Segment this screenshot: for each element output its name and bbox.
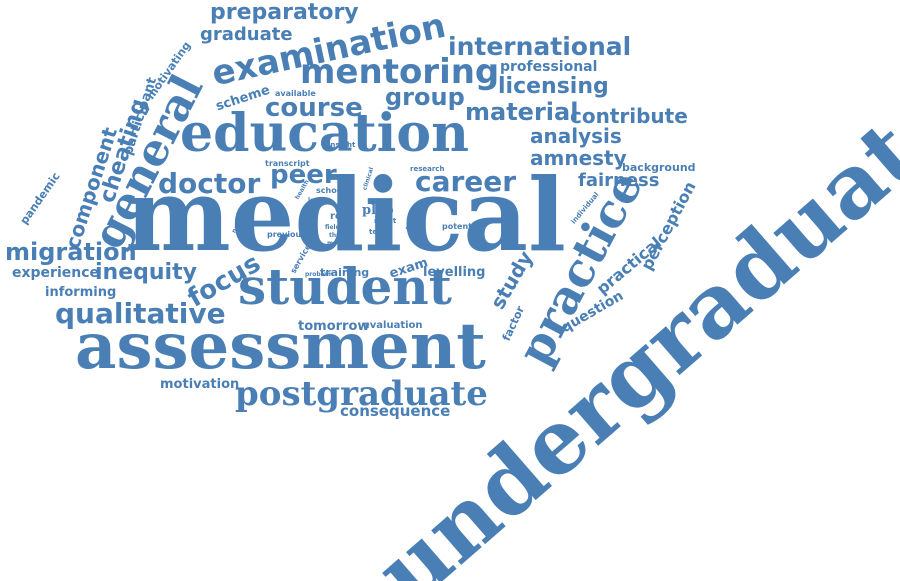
word-contribute: contribute <box>570 104 688 128</box>
word-threat: threat <box>329 232 351 239</box>
word-previous: previous <box>267 230 307 239</box>
word-london: london <box>308 197 332 204</box>
word-consequence: consequence <box>340 402 451 420</box>
word-available: available <box>275 89 316 98</box>
word-student: student <box>238 257 452 316</box>
word-potential: potential <box>442 222 483 231</box>
word-fairness: fairness <box>578 170 660 191</box>
word-qualitative: qualitative <box>55 297 226 330</box>
word-graduate: graduate <box>200 24 293 45</box>
word-evaluation: evaluation <box>363 320 423 331</box>
word-migration: migration <box>5 238 137 266</box>
word-doctor: doctor <box>158 167 261 200</box>
word-career: career <box>415 165 517 198</box>
word-transcript: transcript <box>265 159 310 168</box>
word-field: field <box>325 224 340 231</box>
word-assessment: assessment <box>75 309 486 384</box>
word-term: term <box>369 228 388 236</box>
word-mentoring: mentoring <box>300 52 500 92</box>
word-licensing: licensing <box>498 74 609 99</box>
word-training: training <box>320 266 370 279</box>
word-problem: problem <box>305 271 334 278</box>
word-midst: midst <box>374 217 397 225</box>
word-peer: peer <box>270 160 337 190</box>
word-levelling: levelling <box>423 265 486 280</box>
word-background: background <box>622 161 696 174</box>
word-tomorrow: tomorrow <box>298 319 370 334</box>
word-amnesty: amnesty <box>530 146 627 170</box>
word-pandemic: pandemic <box>17 170 63 227</box>
word-group: group <box>385 83 465 111</box>
word-research: research <box>410 165 445 173</box>
word-analysis: analysis <box>530 124 622 148</box>
word-course: course <box>265 93 363 123</box>
word-medical: medical <box>125 156 567 274</box>
word-material: material <box>465 98 579 126</box>
word-plab: plab <box>362 203 394 218</box>
word-preparatory: preparatory <box>210 0 359 25</box>
word-postgraduate: postgraduate <box>235 374 488 414</box>
word-model: model <box>327 240 348 247</box>
word-informing: informing <box>45 285 117 300</box>
word-new: new <box>335 202 349 209</box>
word-professional: professional <box>500 59 598 75</box>
word-role: role <box>330 211 353 222</box>
word-inequity: inequity <box>95 260 197 285</box>
word-education: education <box>180 103 469 164</box>
word-motivation: motivation <box>160 377 240 392</box>
word-insight: insight <box>328 141 356 149</box>
word-school: school <box>316 186 345 195</box>
word-international: international <box>448 32 632 61</box>
word-experience: experience <box>12 265 100 281</box>
